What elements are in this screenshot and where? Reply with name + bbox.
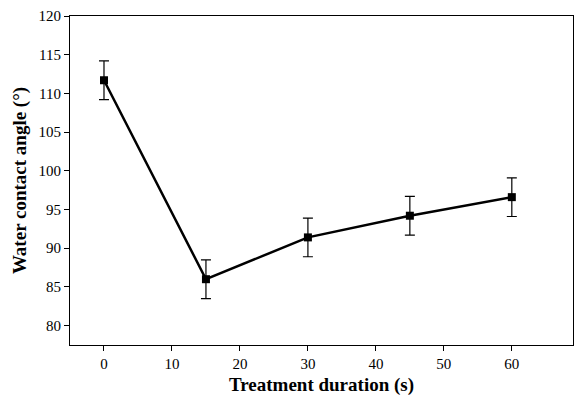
svg-text:10: 10: [164, 356, 179, 372]
svg-text:110: 110: [39, 86, 61, 102]
svg-text:30: 30: [300, 356, 315, 372]
svg-text:95: 95: [46, 202, 61, 218]
svg-text:0: 0: [100, 356, 108, 372]
svg-text:115: 115: [39, 47, 61, 63]
svg-text:90: 90: [46, 240, 61, 256]
svg-text:80: 80: [46, 318, 61, 334]
svg-text:105: 105: [38, 124, 61, 140]
svg-text:40: 40: [368, 356, 383, 372]
svg-text:Water contact angle (°): Water contact angle (°): [9, 87, 31, 274]
svg-text:60: 60: [504, 356, 519, 372]
svg-text:Treatment duration (s): Treatment duration (s): [229, 374, 414, 396]
svg-text:50: 50: [436, 356, 451, 372]
svg-text:120: 120: [38, 8, 61, 24]
svg-text:20: 20: [232, 356, 247, 372]
svg-text:100: 100: [38, 163, 61, 179]
svg-text:85: 85: [46, 279, 61, 295]
